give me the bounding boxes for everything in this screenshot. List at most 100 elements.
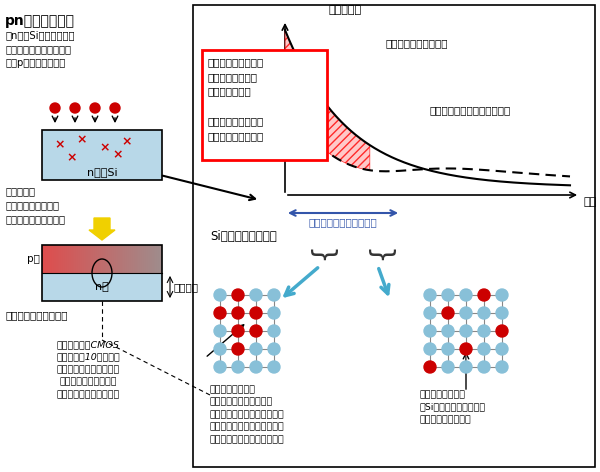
Bar bbox=[47, 245, 48, 273]
Circle shape bbox=[50, 103, 60, 113]
Text: この領域がどうなっ
ているかが良くわ
かっていない。

クラスターの種類？
クラスターの分布？: この領域がどうなっ ているかが良くわ かっていない。 クラスターの種類？ クラス… bbox=[207, 57, 263, 141]
Text: n層: n層 bbox=[95, 282, 109, 292]
Text: （n形のSi表面に不純物
（ホウ素）を導入して表
面にp層を作る場合）: （n形のSi表面に不純物 （ホウ素）を導入して表 面にp層を作る場合） bbox=[5, 30, 74, 68]
Bar bbox=[138, 245, 139, 273]
Bar bbox=[125, 245, 126, 273]
Bar bbox=[59, 245, 60, 273]
Circle shape bbox=[70, 103, 80, 113]
Circle shape bbox=[478, 343, 490, 355]
Bar bbox=[64, 245, 65, 273]
Bar bbox=[86, 245, 87, 273]
Bar bbox=[60, 245, 61, 273]
Bar bbox=[42, 245, 43, 273]
Circle shape bbox=[232, 343, 244, 355]
Bar bbox=[87, 245, 88, 273]
Circle shape bbox=[460, 361, 472, 373]
Bar bbox=[55, 245, 56, 273]
Text: ×: × bbox=[77, 134, 87, 146]
Bar bbox=[124, 245, 125, 273]
Circle shape bbox=[268, 307, 280, 319]
Circle shape bbox=[424, 307, 436, 319]
Bar bbox=[57, 245, 58, 273]
Text: 活性化した不純物
（Siの結晶格子に単独で
組み込まれている）: 活性化した不純物 （Siの結晶格子に単独で 組み込まれている） bbox=[420, 390, 486, 424]
Bar bbox=[109, 245, 110, 273]
Bar bbox=[43, 245, 44, 273]
Bar bbox=[141, 245, 142, 273]
Bar bbox=[92, 245, 93, 273]
Circle shape bbox=[496, 343, 508, 355]
Bar bbox=[112, 245, 113, 273]
Text: 活性化した不純物の濃度分布: 活性化した不純物の濃度分布 bbox=[430, 105, 511, 115]
Bar bbox=[73, 245, 74, 273]
Bar bbox=[105, 245, 106, 273]
Text: 活性化のための熱処理: 活性化のための熱処理 bbox=[5, 310, 67, 320]
Circle shape bbox=[110, 103, 120, 113]
Bar bbox=[158, 245, 159, 273]
Bar bbox=[146, 245, 147, 273]
Text: 接合深さ: 接合深さ bbox=[173, 282, 198, 292]
Text: ×: × bbox=[122, 135, 132, 149]
Circle shape bbox=[250, 343, 262, 355]
Circle shape bbox=[424, 343, 436, 355]
Circle shape bbox=[424, 325, 436, 337]
Bar bbox=[132, 245, 133, 273]
Bar bbox=[137, 245, 138, 273]
Bar bbox=[72, 245, 73, 273]
Bar bbox=[106, 245, 107, 273]
Bar bbox=[53, 245, 54, 273]
Bar bbox=[78, 245, 79, 273]
Circle shape bbox=[496, 361, 508, 373]
Bar bbox=[128, 245, 129, 273]
Bar bbox=[148, 245, 149, 273]
Bar bbox=[54, 245, 55, 273]
Bar bbox=[152, 245, 153, 273]
Bar bbox=[114, 245, 115, 273]
Circle shape bbox=[478, 289, 490, 301]
Bar bbox=[143, 245, 144, 273]
Bar bbox=[133, 245, 134, 273]
Text: Si結晶中の原子配列: Si結晶中の原子配列 bbox=[210, 230, 277, 243]
Bar bbox=[193, 5, 595, 467]
Bar bbox=[80, 245, 81, 273]
Bar bbox=[82, 245, 83, 273]
Bar bbox=[139, 245, 140, 273]
Bar bbox=[101, 245, 102, 273]
Circle shape bbox=[232, 307, 244, 319]
Bar bbox=[142, 245, 143, 273]
Bar bbox=[129, 245, 130, 273]
Circle shape bbox=[250, 325, 262, 337]
Bar bbox=[49, 245, 50, 273]
Bar bbox=[160, 245, 161, 273]
Bar bbox=[122, 245, 123, 273]
Circle shape bbox=[232, 361, 244, 373]
Text: 不純物全体の濃度分布: 不純物全体の濃度分布 bbox=[385, 38, 448, 48]
Bar bbox=[100, 245, 101, 273]
Text: 不純物導入
（イオン注入法やプ
ラズマドーピング法）: 不純物導入 （イオン注入法やプ ラズマドーピング法） bbox=[5, 186, 65, 224]
Circle shape bbox=[478, 361, 490, 373]
Circle shape bbox=[460, 343, 472, 355]
Text: 最先端の微細CMOS
ではこれを10ナノメー
トル以下で作らないとい
けない。熱処理し過ぎ
ると深くなってしまう。: 最先端の微細CMOS ではこれを10ナノメー トル以下で作らないとい けない。熱… bbox=[56, 340, 120, 399]
Circle shape bbox=[442, 325, 454, 337]
Bar bbox=[89, 245, 90, 273]
Bar bbox=[98, 245, 99, 273]
Text: ×: × bbox=[100, 142, 110, 154]
Bar bbox=[68, 245, 69, 273]
Bar bbox=[93, 245, 94, 273]
Bar bbox=[91, 245, 92, 273]
Text: ×: × bbox=[55, 138, 65, 152]
Circle shape bbox=[214, 343, 226, 355]
Circle shape bbox=[250, 307, 262, 319]
Bar bbox=[44, 245, 45, 273]
Circle shape bbox=[424, 289, 436, 301]
Bar bbox=[110, 245, 111, 273]
Bar bbox=[108, 245, 109, 273]
Bar bbox=[118, 245, 119, 273]
Bar bbox=[46, 245, 47, 273]
Bar bbox=[65, 245, 66, 273]
Bar bbox=[134, 245, 135, 273]
Bar bbox=[76, 245, 77, 273]
Circle shape bbox=[232, 289, 244, 301]
Circle shape bbox=[442, 307, 454, 319]
Bar bbox=[102, 245, 103, 273]
Bar bbox=[70, 245, 71, 273]
